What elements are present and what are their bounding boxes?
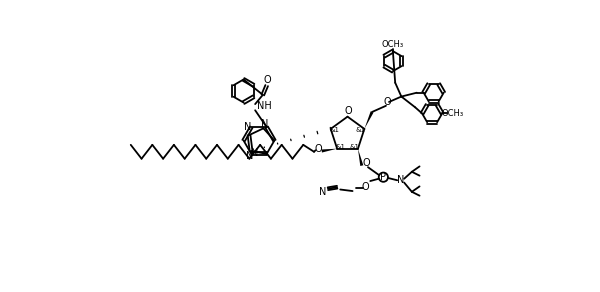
Text: O: O (314, 144, 322, 154)
Text: N: N (319, 187, 326, 197)
Text: N: N (397, 175, 405, 185)
Text: OCH₃: OCH₃ (382, 41, 404, 49)
Text: N: N (244, 122, 251, 132)
Polygon shape (322, 149, 337, 152)
Text: O: O (344, 106, 352, 116)
Text: N: N (251, 148, 259, 158)
Text: O: O (362, 182, 370, 192)
Text: O: O (263, 75, 271, 85)
Text: &1: &1 (329, 127, 340, 133)
Text: &1: &1 (336, 144, 346, 150)
Text: NH: NH (257, 101, 272, 112)
Text: O: O (362, 158, 370, 168)
Text: N: N (261, 119, 269, 129)
Polygon shape (364, 111, 373, 129)
Text: &1: &1 (356, 127, 365, 133)
Text: &1: &1 (349, 144, 359, 150)
Text: P: P (380, 172, 386, 182)
Text: O: O (383, 97, 391, 107)
Text: N: N (246, 151, 253, 161)
Text: OCH₃: OCH₃ (442, 109, 464, 118)
Polygon shape (358, 149, 364, 166)
